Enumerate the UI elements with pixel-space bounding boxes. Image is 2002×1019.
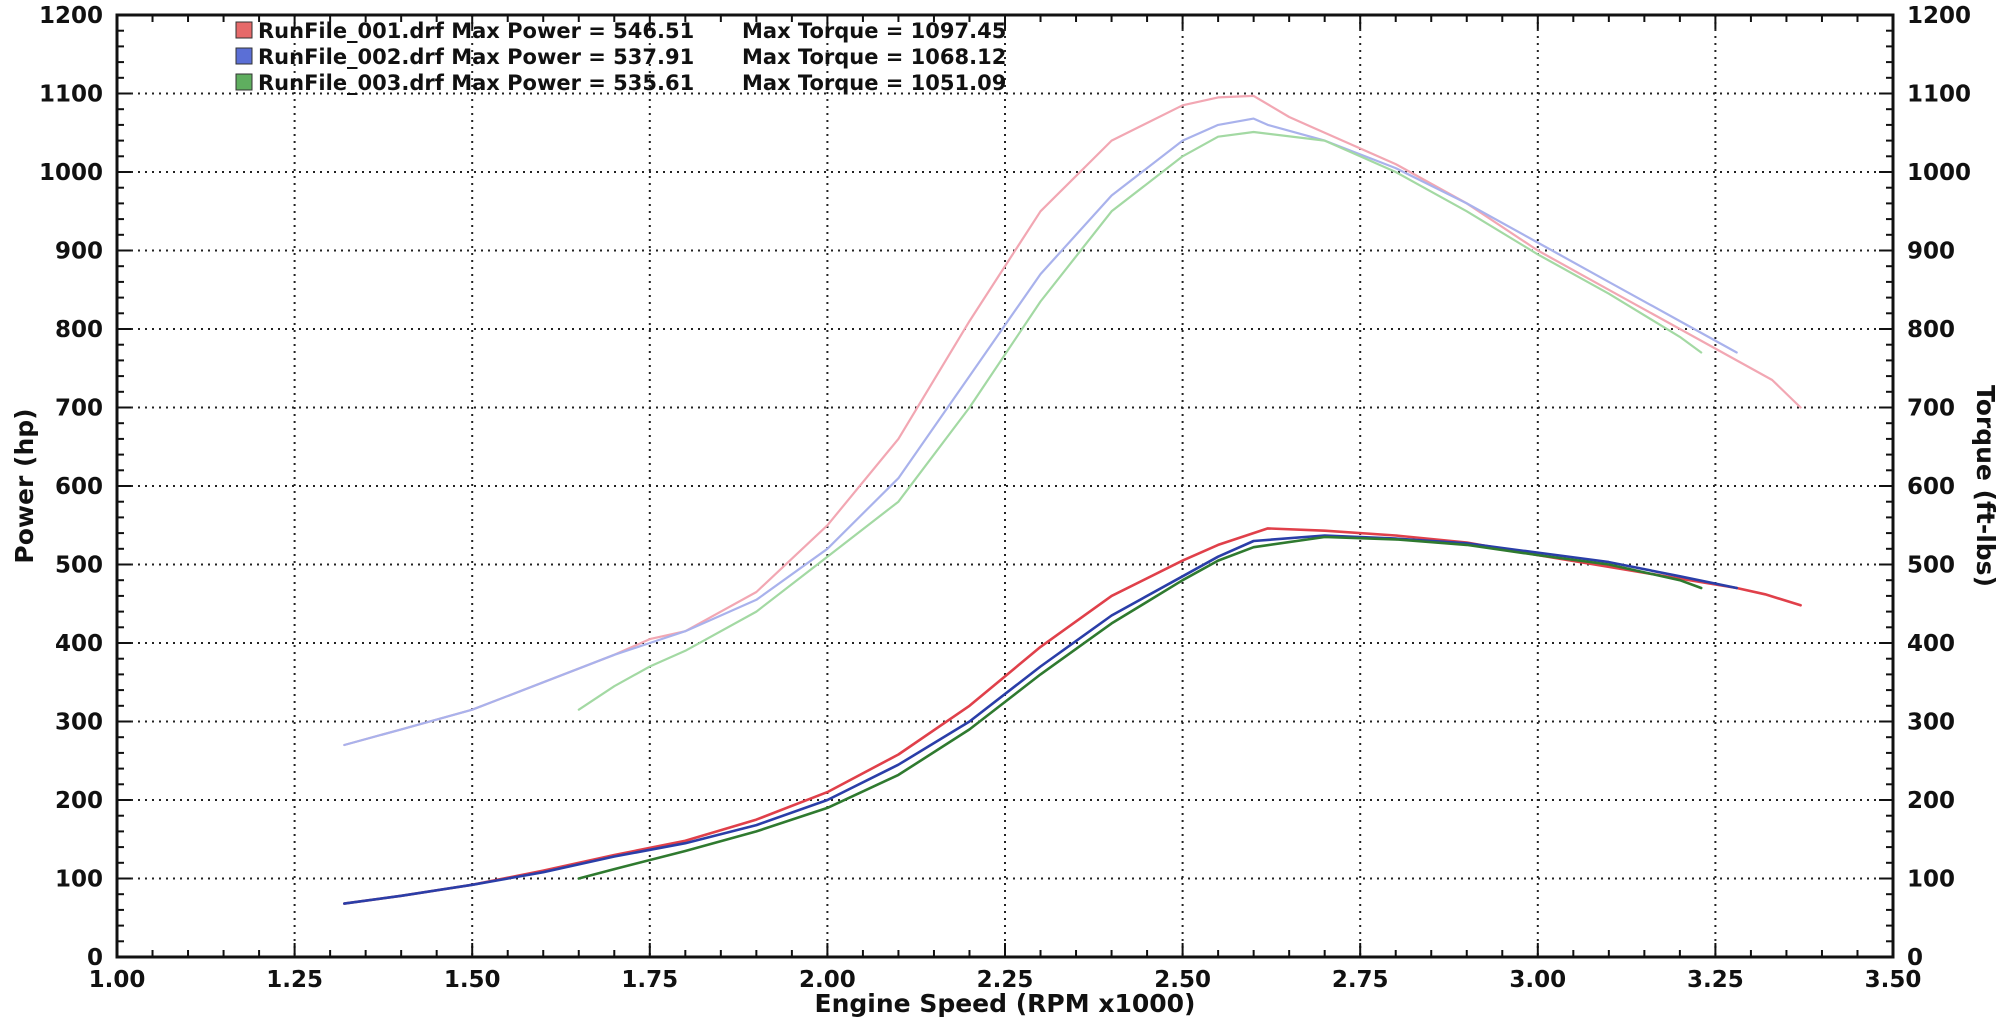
y-tick-label-left: 100 [55,867,103,893]
y-tick-label-left: 400 [55,631,103,657]
y-tick-label-right: 400 [1907,631,1955,657]
y-tick-label-left: 300 [55,710,103,736]
y-tick-label-left: 800 [55,317,103,343]
x-tick-label: 3.50 [1865,967,1922,993]
y-tick-label-right: 100 [1907,867,1955,893]
x-tick-label: 2.00 [799,967,856,993]
y-tick-label-left: 1100 [39,82,103,108]
series-line-power-1 [342,527,1802,905]
x-tick-label: 1.75 [621,967,678,993]
y-axis-title: Power (hp) [10,408,39,563]
x-tick-label: 1.25 [266,967,323,993]
x-axis-labels: 1.00 1.25 1.50 1.75 2.00 2.25 2.50 2.75 3.00 3.25… [89,967,1922,993]
series-line-torque-3 [577,130,1703,711]
series-line-power-2 [342,534,1738,905]
y-tick-label-left: 600 [55,474,103,500]
legend-torque-label: Max Torque = 1068.12 [742,45,1006,69]
y-tick-label-right: 0 [1907,945,1923,971]
y-tick-label-right: 1200 [1907,3,1971,29]
legend-file-label: RunFile_001.drf Max Power = 546.51 [258,19,694,43]
y-tick-label-right: 600 [1907,474,1955,500]
y-tick-label-left: 500 [55,553,103,579]
y-tick-label-right: 900 [1907,239,1955,265]
y-tick-label-right: 700 [1907,396,1955,422]
legend-swatch [235,21,253,39]
series-lines [342,94,1802,905]
y2-axis-title: Torque (ft-lbs) [1971,385,2000,587]
axis-ticks [116,14,1894,958]
x-tick-label: 3.00 [1509,967,1566,993]
y-tick-label-right: 500 [1907,553,1955,579]
x-tick-label: 1.50 [444,967,501,993]
y-tick-label-left: 200 [55,788,103,814]
x-tick-label: 3.25 [1687,967,1744,993]
y-tick-label-right: 1000 [1907,160,1971,186]
y-tick-label-left: 900 [55,239,103,265]
y-tick-label-left: 0 [87,945,103,971]
series-line-power-3 [577,535,1703,880]
x-tick-label: 2.50 [1154,967,1211,993]
y-axis-left-labels: 0 100 200 300 400 500 600 700 800 900 1000 1100 1200 [39,3,103,971]
y-tick-label-left: 700 [55,396,103,422]
y-tick-label-right: 300 [1907,710,1955,736]
legend-swatch [235,47,253,65]
x-tick-label: 2.25 [977,967,1034,993]
y-tick-label-right: 1100 [1907,82,1971,108]
x-axis-title: Engine Speed (RPM x1000) [815,989,1196,1018]
legend-torque-label: Max Torque = 1051.09 [742,71,1006,95]
series-line-torque-2 [343,117,1738,747]
legend-file-label: RunFile_003.drf Max Power = 535.61 [258,71,694,95]
y-tick-label-right: 200 [1907,788,1955,814]
y-tick-label-left: 1200 [39,3,103,29]
x-tick-label: 2.75 [1332,967,1389,993]
legend-torque-label: Max Torque = 1097.45 [742,19,1006,43]
legend-swatch [235,73,253,91]
y-tick-label-left: 1000 [39,160,103,186]
y-tick-label-right: 800 [1907,317,1955,343]
x-tick-label: 1.00 [89,967,146,993]
y-axis-right-labels: 0 100 200 300 400 500 600 700 800 900 1000 1100 1200 [1907,3,1971,971]
legend-file-label: RunFile_002.drf Max Power = 537.91 [258,45,694,69]
legend: RunFile_001.drf Max Power = 546.51 Max To… [235,19,1006,95]
